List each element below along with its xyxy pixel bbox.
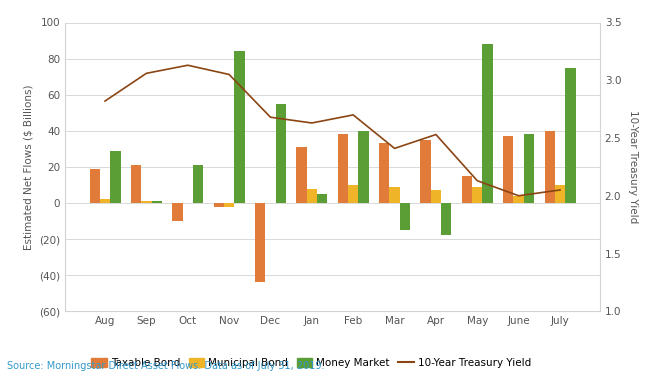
Bar <box>306 189 317 203</box>
Bar <box>100 200 110 203</box>
Bar <box>565 68 576 203</box>
Bar <box>389 187 400 203</box>
Bar <box>172 203 183 221</box>
Bar <box>255 203 265 282</box>
Bar <box>441 203 451 236</box>
Bar <box>524 134 534 203</box>
Legend: Taxable Bond, Municipal Bond, Money Market, 10-Year Treasury Yield: Taxable Bond, Municipal Bond, Money Mark… <box>87 354 535 372</box>
Bar <box>224 203 234 207</box>
Bar <box>348 185 359 203</box>
Bar <box>193 165 203 203</box>
Y-axis label: 10-Year Treasury Yield: 10-Year Treasury Yield <box>628 110 638 224</box>
Bar <box>276 104 286 203</box>
Bar <box>131 165 141 203</box>
Bar <box>514 196 524 203</box>
Bar <box>214 203 224 207</box>
Bar <box>555 185 565 203</box>
Bar <box>338 134 348 203</box>
Bar <box>317 194 327 203</box>
Bar <box>110 151 121 203</box>
Bar <box>151 201 162 203</box>
Bar <box>296 147 306 203</box>
Bar <box>462 176 472 203</box>
Bar <box>482 44 493 203</box>
Bar <box>141 201 151 203</box>
Bar <box>544 131 555 203</box>
Bar <box>431 190 441 203</box>
Bar <box>400 203 410 230</box>
Bar <box>472 187 482 203</box>
Bar <box>421 140 431 203</box>
Bar <box>359 131 369 203</box>
Bar <box>379 143 389 203</box>
Bar <box>503 136 514 203</box>
Bar <box>89 169 100 203</box>
Bar <box>234 51 244 203</box>
Text: Source: Morningstar Direct Asset Flows. Data as of July 31, 2019.: Source: Morningstar Direct Asset Flows. … <box>7 361 324 371</box>
Y-axis label: Estimated Net Flows ($ Billions): Estimated Net Flows ($ Billions) <box>23 84 34 250</box>
